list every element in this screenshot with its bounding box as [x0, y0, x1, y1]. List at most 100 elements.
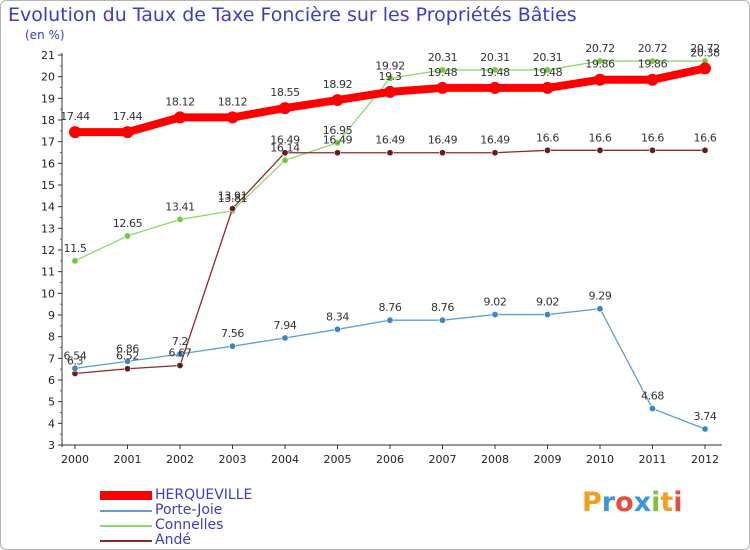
data-label: 11.5 — [64, 242, 87, 255]
data-label: 12.65 — [113, 217, 143, 230]
data-point — [281, 156, 289, 164]
data-label: 16.6 — [536, 131, 559, 144]
data-point — [71, 364, 79, 372]
data-label: 19.86 — [585, 58, 615, 71]
data-point — [176, 350, 184, 358]
data-point — [491, 149, 499, 157]
y-tick-label: 6 — [48, 374, 55, 387]
x-tick-label: 2009 — [534, 453, 562, 466]
data-point — [176, 215, 184, 223]
logo-letter: P — [582, 487, 602, 518]
data-point — [386, 149, 394, 157]
legend-swatch-herqueville — [100, 491, 152, 500]
x-tick-label: 2000 — [61, 453, 89, 466]
data-point — [333, 149, 341, 157]
data-label: 9.02 — [536, 296, 559, 309]
data-label: 16.95 — [323, 124, 353, 137]
data-point — [386, 316, 394, 324]
data-point — [124, 365, 132, 373]
data-label: 13.81 — [218, 192, 248, 205]
logo-letter: t — [660, 487, 674, 518]
x-tick-label: 2007 — [429, 453, 457, 466]
data-point — [594, 73, 606, 86]
legend-label-porte-joie: Porte-Joie — [155, 502, 223, 518]
y-tick-label: 9 — [48, 309, 55, 322]
data-point — [69, 126, 81, 139]
data-point — [279, 102, 291, 115]
data-point — [543, 311, 551, 319]
data-label: 6.3 — [67, 355, 84, 368]
data-label: 16.49 — [323, 134, 353, 147]
y-tick-label: 18 — [41, 114, 55, 127]
data-point — [124, 232, 132, 240]
data-point — [596, 57, 604, 65]
y-tick-label: 5 — [48, 396, 55, 409]
data-label: 20.72 — [638, 42, 668, 55]
x-tick-label: 2008 — [481, 453, 509, 466]
y-tick-label: 7 — [48, 352, 55, 365]
data-label: 19.86 — [638, 58, 668, 71]
data-label: 9.02 — [484, 296, 507, 309]
data-label: 17.44 — [113, 110, 143, 123]
data-point — [333, 139, 341, 147]
y-tick-label: 15 — [41, 179, 55, 192]
data-point — [489, 81, 501, 94]
series-line — [74, 308, 706, 430]
data-point — [229, 342, 237, 350]
data-label: 19.48 — [533, 66, 563, 79]
data-point — [543, 66, 551, 74]
data-point — [648, 405, 656, 413]
data-point — [543, 146, 551, 154]
x-tick-label: 2001 — [114, 453, 142, 466]
data-label: 7.2 — [172, 335, 188, 348]
data-label: 16.6 — [694, 131, 717, 144]
data-label: 4.68 — [641, 390, 664, 403]
data-label: 16.14 — [270, 141, 300, 154]
data-label: 3.74 — [694, 410, 717, 423]
logo-letter: i — [673, 487, 683, 518]
data-label: 16.49 — [428, 134, 458, 147]
data-point — [491, 311, 499, 319]
y-tick-label: 19 — [41, 92, 55, 105]
data-label: 19.48 — [480, 66, 510, 79]
data-label: 16.49 — [375, 134, 405, 147]
data-point — [596, 305, 604, 313]
data-point — [491, 66, 499, 74]
data-label: 18.92 — [323, 78, 353, 91]
data-point — [438, 316, 446, 324]
data-point — [333, 325, 341, 333]
x-tick-label: 2010 — [586, 453, 614, 466]
data-label: 20.31 — [533, 51, 563, 64]
data-label: 9.29 — [589, 290, 612, 303]
y-tick-label: 14 — [41, 201, 55, 214]
y-tick-label: 20 — [41, 71, 55, 84]
y-tick-label: 4 — [48, 417, 55, 430]
x-tick-label: 2005 — [324, 453, 352, 466]
data-point — [699, 62, 711, 75]
y-tick-label: 3 — [48, 439, 55, 452]
data-label: 20.72 — [690, 42, 720, 55]
data-label: 8.76 — [431, 301, 454, 314]
data-label: 17.44 — [60, 110, 90, 123]
data-point — [121, 126, 134, 139]
data-point — [281, 149, 289, 157]
legend-label-connelles: Connelles — [155, 517, 224, 533]
y-tick-label: 11 — [41, 266, 55, 279]
data-label: 8.34 — [326, 310, 349, 323]
data-label: 20.31 — [428, 51, 458, 64]
data-point — [438, 149, 446, 157]
y-tick-label: 8 — [48, 331, 55, 344]
data-label: 6.67 — [169, 346, 192, 359]
data-label: 16.6 — [641, 131, 664, 144]
x-tick-label: 2011 — [639, 453, 667, 466]
logo-letter: o — [615, 487, 634, 518]
data-label: 18.12 — [218, 95, 248, 108]
data-label: 18.12 — [165, 95, 195, 108]
data-label: 18.55 — [270, 86, 300, 99]
legend-swatch-connelles — [100, 525, 152, 527]
x-tick-label: 2003 — [219, 453, 247, 466]
data-point — [174, 111, 186, 124]
data-label: 20.31 — [480, 51, 510, 64]
x-tick-label: 2002 — [166, 453, 194, 466]
